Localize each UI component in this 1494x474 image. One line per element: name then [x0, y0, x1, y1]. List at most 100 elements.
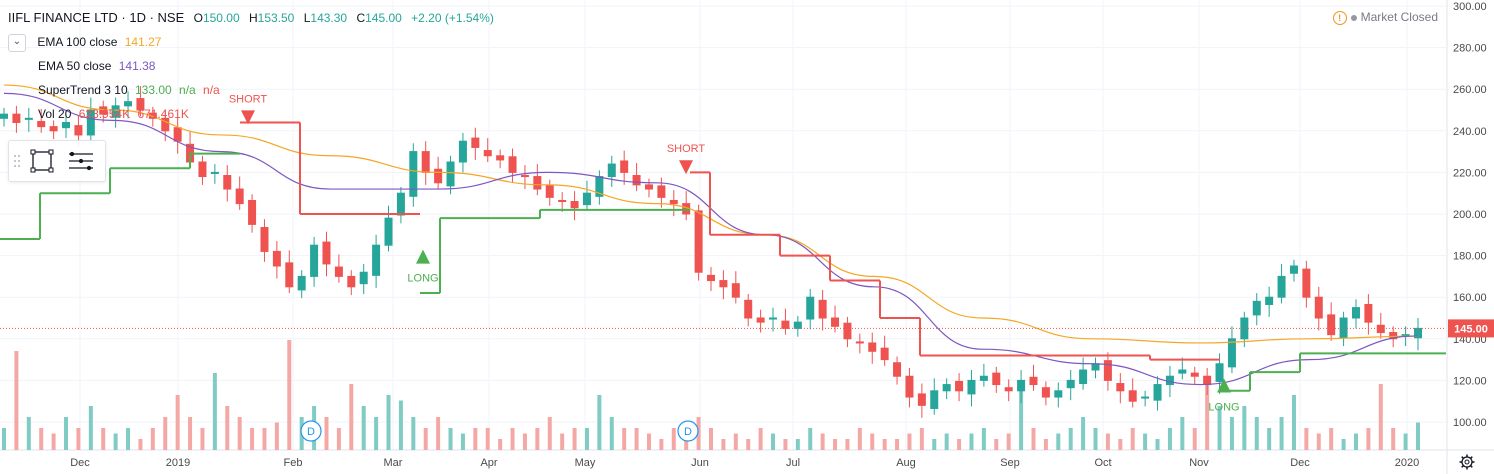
candle-body — [334, 266, 343, 277]
candle-body — [248, 199, 257, 225]
grid — [0, 0, 1446, 450]
volume-bar — [597, 395, 602, 450]
volume-bar — [746, 439, 751, 450]
candle-body — [806, 296, 815, 320]
volume-bar — [932, 439, 937, 450]
rectangle-select-icon[interactable] — [30, 149, 54, 173]
volume-bar — [1093, 428, 1098, 450]
candle-body — [855, 341, 864, 344]
warning-icon[interactable]: ! — [1332, 11, 1347, 25]
volume-bar — [175, 395, 180, 450]
candle-body — [1079, 369, 1088, 385]
symbol-title[interactable]: IIFL FINANCE LTD · 1D · NSE — [8, 10, 185, 25]
chevron-down-icon[interactable]: ⌄ — [8, 33, 26, 52]
time-tick-label: Sep — [1000, 457, 1020, 469]
volume-bar — [460, 433, 465, 450]
volume-bar — [212, 373, 217, 450]
candle-body — [359, 271, 368, 285]
ema100-name: EMA 100 close — [37, 35, 118, 49]
volume-bar — [287, 340, 292, 450]
short-signal[interactable]: SHORT — [667, 143, 706, 175]
candle-body — [62, 121, 71, 129]
candle-body — [1203, 375, 1212, 386]
candle-body — [347, 275, 356, 288]
ema50-row[interactable]: EMA 50 close 141.38 — [8, 54, 494, 78]
volume-bar — [944, 433, 949, 450]
supertrend-na-down: n/a — [203, 83, 220, 97]
volume-bar — [485, 428, 490, 450]
volume-bar — [696, 417, 701, 450]
candle-body — [483, 150, 492, 157]
ema50-line — [3, 92, 1419, 386]
candle-body — [310, 244, 319, 277]
drag-handle-icon[interactable] — [14, 155, 20, 167]
menu-lines-icon[interactable] — [69, 151, 93, 171]
volume-bar — [547, 417, 552, 450]
candle-body — [570, 201, 579, 209]
ema50-value: 141.38 — [118, 59, 156, 73]
long-signal[interactable]: LONG — [1208, 378, 1240, 414]
volume-bar — [870, 433, 875, 450]
time-tick-label: Feb — [284, 457, 303, 469]
candle-body — [1302, 268, 1311, 298]
volume-bar — [572, 428, 577, 450]
short-arrow-icon — [679, 160, 693, 175]
time-tick-label: 2019 — [166, 457, 190, 469]
volume-bar — [1118, 439, 1123, 450]
candle-body — [458, 140, 467, 163]
volume-bar — [1155, 439, 1160, 450]
close-value: 145.00 — [365, 11, 402, 25]
candle-body — [384, 217, 393, 246]
price-tick-label: 240.00 — [1453, 126, 1487, 138]
time-tick-label: Oct — [1094, 457, 1111, 469]
volume-bar — [1006, 433, 1011, 450]
gear-icon[interactable] — [1459, 454, 1475, 470]
volume-bar — [584, 428, 589, 450]
volume-bar — [126, 428, 131, 450]
candle-body — [781, 320, 790, 329]
candle-body — [1103, 360, 1112, 381]
candle-body — [1289, 265, 1298, 274]
dividend-marker[interactable]: D — [300, 420, 322, 442]
volume-bar — [274, 422, 279, 450]
candle-body — [1190, 372, 1199, 377]
supertrend-row[interactable]: SuperTrend 3 10 133.00 n/a n/a — [8, 78, 494, 102]
volume-bar — [1416, 422, 1420, 450]
candle-body — [1314, 296, 1323, 319]
dividend-marker[interactable]: D — [677, 420, 699, 442]
ema100-row[interactable]: ⌄ EMA 100 close 141.27 — [8, 30, 494, 54]
volume-row[interactable]: Vol 20 623.954K 671.461K — [8, 102, 494, 126]
candle-body — [24, 117, 33, 120]
candle-body — [1376, 324, 1385, 334]
short-signal[interactable]: SHORT — [229, 93, 268, 125]
volume-bar — [895, 439, 900, 450]
volume-bar — [336, 428, 341, 450]
candle-body — [731, 283, 740, 298]
candle-body — [1128, 390, 1137, 402]
time-tick-label: Aug — [896, 457, 916, 469]
volume-bar — [560, 433, 565, 450]
volume-bar — [76, 428, 81, 450]
volume-bar — [522, 433, 527, 450]
volume-bar — [994, 439, 999, 450]
candle-body — [124, 101, 133, 107]
volume-bar — [1068, 428, 1073, 450]
candle-body — [1141, 396, 1150, 399]
volume-bar — [1081, 417, 1086, 450]
supertrend-value: 133.00 — [134, 83, 172, 97]
candle-body — [1414, 327, 1422, 339]
market-status-text: Market Closed — [1360, 10, 1438, 24]
candle-body — [421, 151, 430, 173]
long-signal[interactable]: LONG — [407, 249, 439, 285]
candle-body — [1017, 379, 1026, 392]
signal-label: SHORT — [667, 143, 706, 155]
time-tick-label: Jun — [691, 457, 709, 469]
candle-body — [930, 390, 939, 409]
volume-bar — [709, 428, 713, 450]
ema50-name: EMA 50 close — [38, 59, 112, 73]
volume-bar — [14, 351, 19, 450]
candle-body — [1339, 317, 1348, 339]
candle-body — [607, 163, 616, 178]
